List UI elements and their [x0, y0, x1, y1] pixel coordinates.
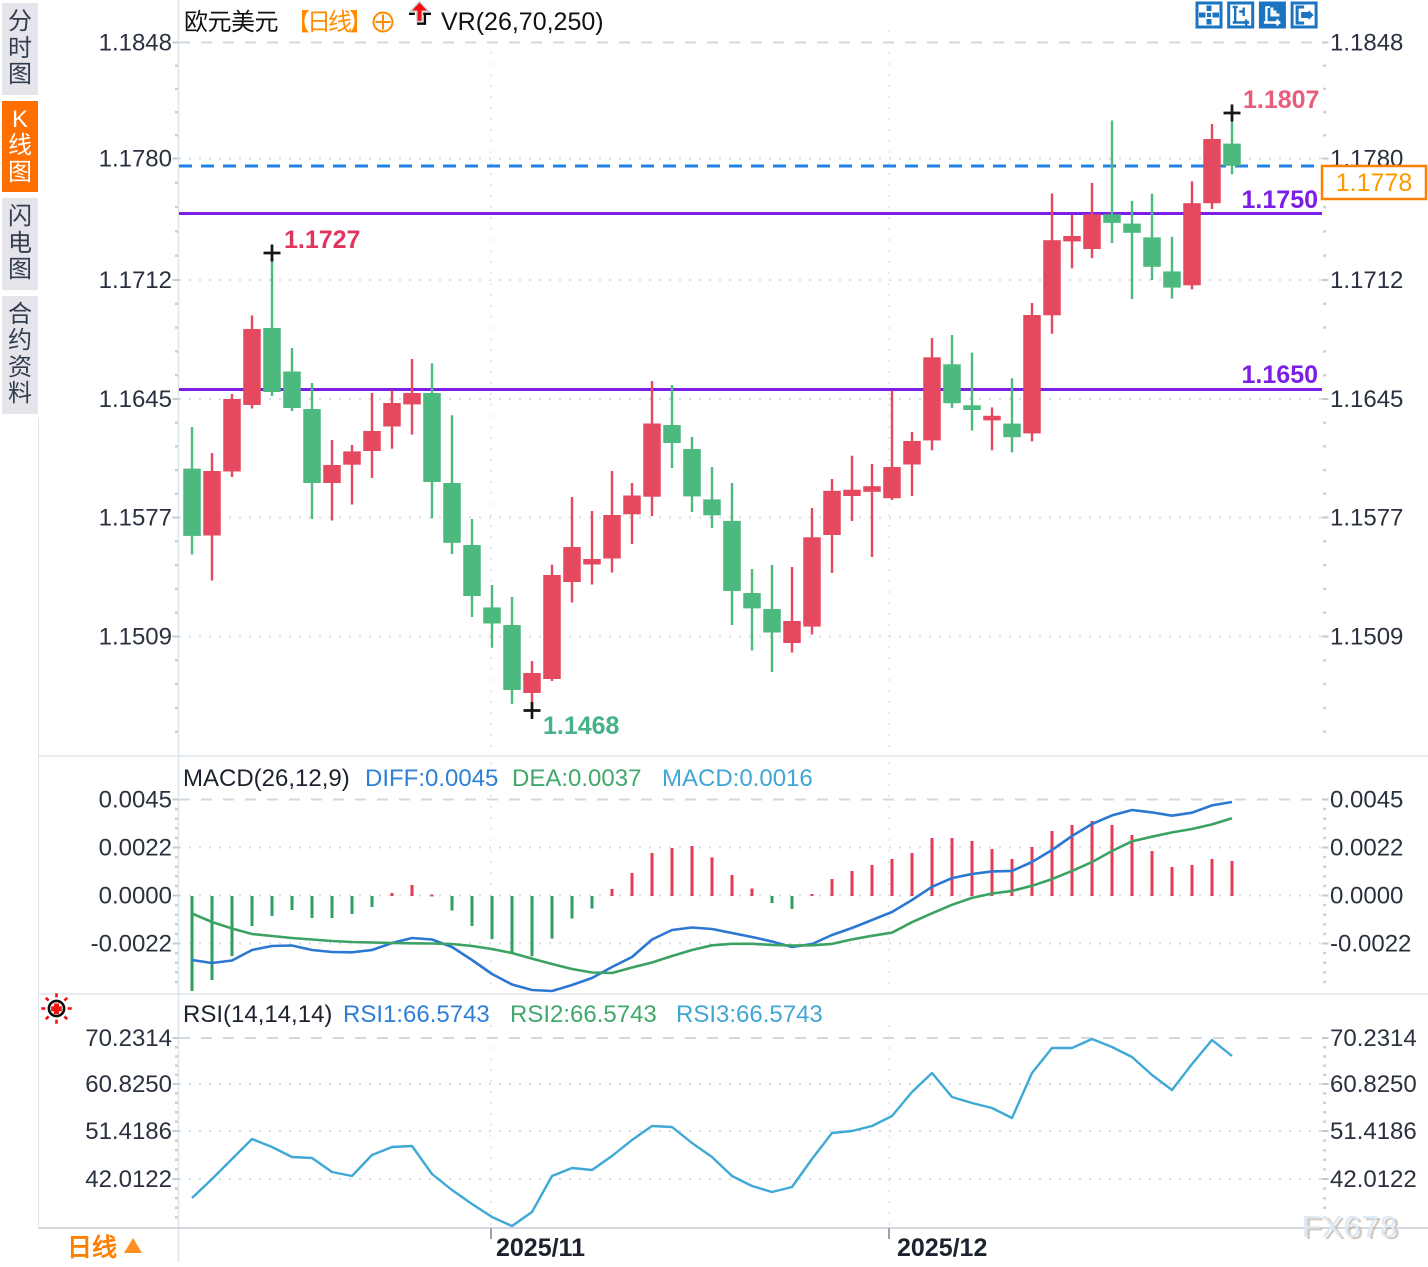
- svg-text:RSI2:66.5743: RSI2:66.5743: [510, 1001, 657, 1028]
- svg-text:60.8250: 60.8250: [1330, 1071, 1417, 1098]
- svg-text:1.1780: 1.1780: [99, 146, 172, 173]
- svg-text:51.4186: 51.4186: [1330, 1118, 1417, 1145]
- svg-text:RSI1:66.5743: RSI1:66.5743: [343, 1001, 490, 1028]
- svg-text:0.0045: 0.0045: [99, 787, 172, 814]
- svg-text:2025/12: 2025/12: [897, 1234, 987, 1262]
- svg-text:MACD:0.0016: MACD:0.0016: [662, 765, 813, 792]
- svg-text:42.0122: 42.0122: [1330, 1166, 1417, 1193]
- svg-text:1.1509: 1.1509: [1330, 624, 1403, 651]
- svg-text:51.4186: 51.4186: [85, 1118, 172, 1145]
- svg-text:1.1848: 1.1848: [1330, 30, 1403, 57]
- svg-text:VR(26,70,250): VR(26,70,250): [441, 8, 604, 36]
- svg-text:DIFF:0.0045: DIFF:0.0045: [365, 765, 498, 792]
- svg-text:【日线】: 【日线】: [286, 9, 370, 36]
- svg-text:1.1468: 1.1468: [543, 712, 620, 740]
- svg-text:RSI3:66.5743: RSI3:66.5743: [676, 1001, 823, 1028]
- svg-text:1.1712: 1.1712: [99, 267, 172, 294]
- svg-text:1.1577: 1.1577: [1330, 505, 1403, 532]
- svg-text:1.1509: 1.1509: [99, 624, 172, 651]
- svg-text:1.1645: 1.1645: [1330, 386, 1403, 413]
- svg-text:60.8250: 60.8250: [85, 1071, 172, 1098]
- svg-text:1.1750: 1.1750: [1242, 186, 1318, 214]
- svg-text:FX678: FX678: [1305, 1211, 1401, 1246]
- svg-text:1.1712: 1.1712: [1330, 267, 1403, 294]
- svg-text:1.1778: 1.1778: [1336, 169, 1412, 197]
- svg-text:欧元美元: 欧元美元: [184, 9, 278, 36]
- svg-text:1.1807: 1.1807: [1243, 86, 1319, 114]
- svg-text:-0.0022: -0.0022: [91, 931, 172, 958]
- svg-text:RSI(14,14,14): RSI(14,14,14): [183, 1001, 332, 1028]
- svg-text:DEA:0.0037: DEA:0.0037: [512, 765, 641, 792]
- svg-text:70.2314: 70.2314: [1330, 1025, 1417, 1052]
- svg-text:FX678: FX678: [1302, 1209, 1398, 1244]
- svg-text:MACD(26,12,9): MACD(26,12,9): [183, 765, 350, 792]
- svg-text:0.0000: 0.0000: [1330, 883, 1403, 910]
- svg-text:1.1848: 1.1848: [99, 30, 172, 57]
- svg-text:70.2314: 70.2314: [85, 1025, 172, 1052]
- svg-text:0.0022: 0.0022: [1330, 835, 1403, 862]
- svg-text:2025/11: 2025/11: [496, 1234, 585, 1262]
- svg-text:0.0000: 0.0000: [99, 883, 172, 910]
- svg-text:-0.0022: -0.0022: [1330, 931, 1411, 958]
- svg-text:1.1650: 1.1650: [1242, 361, 1318, 389]
- svg-text:1.1727: 1.1727: [284, 226, 360, 254]
- svg-text:42.0122: 42.0122: [85, 1166, 172, 1193]
- svg-text:1.1645: 1.1645: [99, 386, 172, 413]
- svg-text:0.0045: 0.0045: [1330, 787, 1403, 814]
- svg-text:1.1577: 1.1577: [99, 505, 172, 532]
- svg-text:0.0022: 0.0022: [99, 835, 172, 862]
